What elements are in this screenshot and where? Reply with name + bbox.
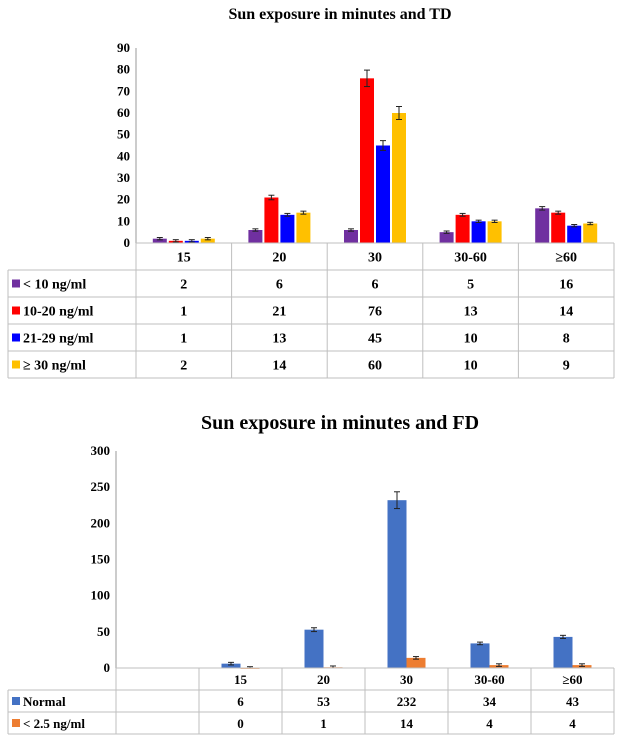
chart-td: Sun exposure in minutes and TD 0 10 20 30 40… <box>7 6 615 379</box>
legend-entry: < 2.5 ng/ml <box>23 716 85 731</box>
bar <box>152 238 167 243</box>
chart-title: Sun exposure in minutes and TD <box>228 6 452 23</box>
data-label: 13 <box>464 305 478 320</box>
data-label: 2 <box>180 278 187 293</box>
x-category-label: 30 <box>368 251 382 266</box>
bar <box>304 629 324 668</box>
y-tick-label: 90 <box>117 40 130 55</box>
legend-key <box>12 697 20 705</box>
bar <box>376 145 390 243</box>
bar <box>551 212 566 243</box>
y-tick-label: 30 <box>117 170 130 185</box>
x-category-label: 20 <box>317 672 330 687</box>
legend-key <box>12 279 20 288</box>
x-category-label: 30-60 <box>474 672 504 687</box>
chart-title: Sun exposure in minutes and FD <box>200 412 480 434</box>
y-tick-label: 50 <box>97 624 110 639</box>
y-tick-label: 50 <box>117 127 130 142</box>
bar <box>439 232 454 243</box>
data-label: 14 <box>400 716 414 731</box>
legend-key <box>12 333 20 342</box>
data-label: 232 <box>397 694 417 709</box>
data-label: 34 <box>483 694 497 709</box>
bar <box>200 238 215 243</box>
chart-fd: Sun exposure in minutes and FD 0 50 100 150… <box>0 400 619 739</box>
x-category-label: 20 <box>272 251 286 266</box>
legend-entry: < 10 ng/ml <box>23 278 86 293</box>
y-tick-label: 150 <box>91 552 111 567</box>
x-category-label: 30-60 <box>454 251 487 266</box>
bar <box>567 225 582 243</box>
data-label: 1 <box>180 332 187 347</box>
legend-entry: ≥ 30 ng/ml <box>23 359 86 374</box>
data-label: 16 <box>559 278 573 293</box>
data-label: 6 <box>372 278 379 293</box>
y-tick-label: 200 <box>91 515 111 530</box>
bar <box>471 221 486 243</box>
data-label: 13 <box>272 332 286 347</box>
data-label: 76 <box>368 305 382 320</box>
data-label: 10 <box>464 332 478 347</box>
y-tick-label: 100 <box>91 588 111 603</box>
data-label: 1 <box>180 305 187 320</box>
data-label: 8 <box>563 332 570 347</box>
y-tick-label: 0 <box>124 235 131 250</box>
data-label: 14 <box>559 305 573 320</box>
bar <box>583 223 598 243</box>
data-label: 4 <box>486 716 493 731</box>
bar <box>248 230 263 243</box>
x-category-label: 15 <box>234 672 248 687</box>
bar <box>553 636 573 668</box>
data-label: 2 <box>180 359 187 374</box>
legend-entry: 10-20 ng/ml <box>23 305 94 320</box>
y-tick-label: 40 <box>117 148 130 163</box>
bar <box>487 221 502 243</box>
bar <box>221 663 241 668</box>
bar <box>535 208 550 243</box>
bar <box>470 643 490 668</box>
y-tick-label: 70 <box>117 83 130 98</box>
bar <box>264 197 279 243</box>
y-tick-label: 60 <box>117 105 130 120</box>
data-label: 21 <box>272 305 286 320</box>
data-label: 9 <box>563 359 570 374</box>
legend-key <box>12 360 20 369</box>
data-label: 14 <box>272 359 286 374</box>
legend-key <box>12 306 20 315</box>
data-label: 4 <box>569 716 576 731</box>
y-tick-label: 10 <box>117 213 130 228</box>
data-label: 43 <box>566 694 580 709</box>
y-tick-label: 0 <box>104 660 111 675</box>
bar <box>455 214 470 243</box>
data-label: 6 <box>276 278 283 293</box>
y-tick-label: 80 <box>117 62 130 77</box>
legend-entry: 21-29 ng/ml <box>23 332 94 347</box>
bar <box>280 214 295 243</box>
y-tick-label: 20 <box>117 192 130 207</box>
bar <box>392 113 406 243</box>
x-category-label: 15 <box>177 251 191 266</box>
data-label: 60 <box>368 359 382 374</box>
x-category-label: ≥60 <box>562 672 582 687</box>
y-tick-label: 300 <box>91 443 111 458</box>
data-label: 0 <box>237 716 244 731</box>
bar <box>387 500 407 668</box>
data-label: 45 <box>368 332 382 347</box>
data-label: 5 <box>467 278 474 293</box>
bar <box>360 78 374 243</box>
bar <box>406 657 426 668</box>
legend-key <box>12 719 20 727</box>
data-label: 53 <box>317 694 331 709</box>
chart-fd-svg: 0 50 100 150 200 250 300 15 20 30 30-60 ≥60 Normal 6 5… <box>7 443 615 735</box>
data-label: 6 <box>237 694 244 709</box>
x-category-label: ≥60 <box>555 251 577 266</box>
legend-entry: Normal <box>23 694 66 709</box>
y-tick-label: 250 <box>91 479 111 494</box>
bar <box>344 230 358 243</box>
bar <box>296 212 311 243</box>
data-label: 10 <box>464 359 478 374</box>
x-category-label: 30 <box>400 672 413 687</box>
data-label: 1 <box>320 716 327 731</box>
